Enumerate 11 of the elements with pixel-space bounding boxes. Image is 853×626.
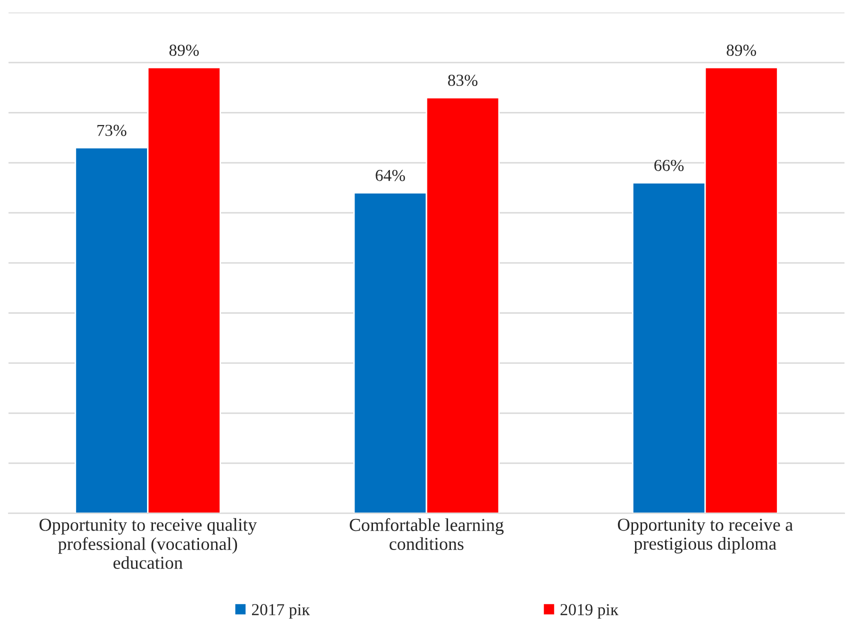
legend-label: 2017 рік xyxy=(252,604,310,619)
data-label: 89% xyxy=(726,44,756,56)
data-label: 73% xyxy=(97,124,126,136)
legend-label: 2019 рік xyxy=(560,604,618,619)
data-label: 83% xyxy=(448,74,478,86)
x-tick-label: Opportunity to receive quality professional (vocational) education xyxy=(40,518,257,569)
data-label: 89% xyxy=(169,44,199,56)
x-tick-label: Comfortable learning conditions xyxy=(350,518,504,550)
data-label: 64% xyxy=(376,170,405,182)
x-tick-label: Opportunity to receive a prestigious diploma xyxy=(618,518,793,554)
data-label: 66% xyxy=(654,160,684,172)
